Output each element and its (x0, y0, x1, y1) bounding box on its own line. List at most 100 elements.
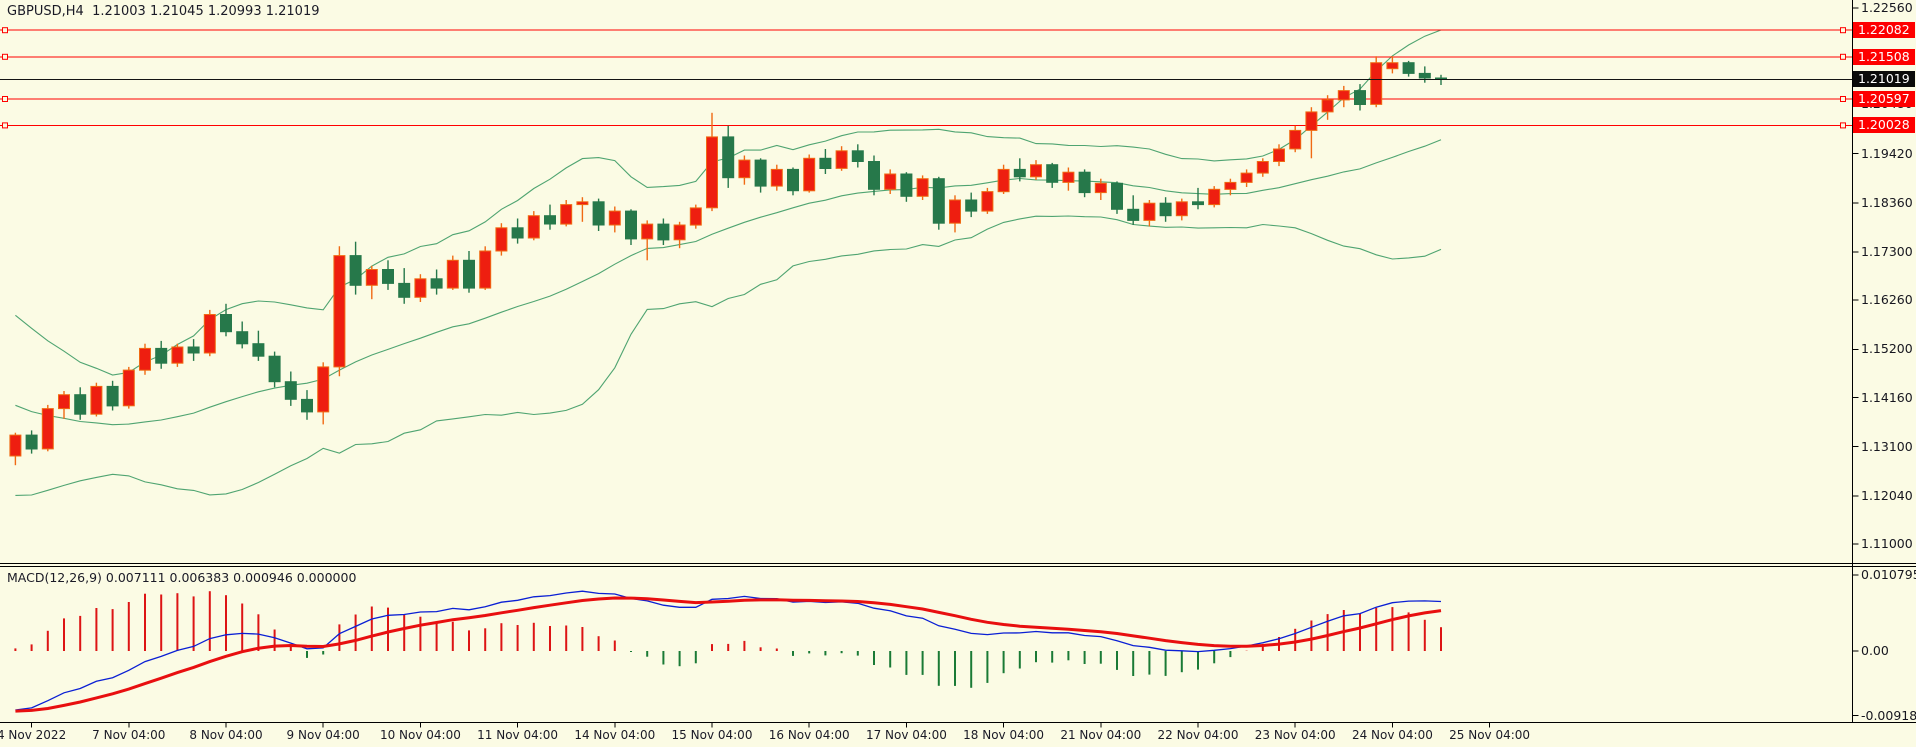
candle-body (495, 227, 508, 252)
candle-body (1370, 62, 1383, 105)
candle-body (268, 355, 281, 383)
candle-body (430, 278, 443, 289)
candle-body (738, 159, 751, 179)
candle-body (220, 314, 232, 333)
candle-body (754, 159, 767, 187)
candle-body (722, 136, 735, 179)
candle-body (41, 408, 54, 450)
ohlc-values: 1.21003 1.21045 1.20993 1.21019 (92, 4, 320, 19)
candle-body (1240, 172, 1253, 183)
level-line-right-anchor[interactable] (1840, 96, 1846, 102)
candle-body (576, 201, 589, 206)
level-line-left-anchor[interactable] (2, 96, 8, 102)
candle-body (349, 255, 362, 286)
candle-body (997, 168, 1010, 193)
candle-body (819, 157, 832, 170)
level-line-right-anchor[interactable] (1840, 122, 1846, 129)
candle-body (301, 398, 313, 413)
candle-body (365, 269, 378, 286)
candle-body (657, 223, 670, 241)
candle-body (1224, 181, 1237, 190)
candle-body (803, 157, 816, 192)
candle-body (787, 168, 799, 192)
candle-body (511, 227, 524, 239)
candle-body (625, 210, 637, 240)
candle-body (106, 385, 119, 407)
candle-body (463, 259, 475, 289)
candle-body (398, 282, 411, 298)
candle-body (835, 150, 848, 169)
candle-body (1289, 129, 1302, 150)
candle-body (414, 278, 427, 298)
candle-body (965, 199, 978, 212)
candle-body (90, 385, 103, 415)
candle-body (155, 347, 168, 364)
candle-body (9, 434, 22, 457)
candle-body (203, 314, 216, 354)
candle-body (770, 168, 783, 187)
candle-body (1078, 171, 1091, 194)
candle-body (139, 347, 151, 371)
bollinger-middle-line (15, 139, 1442, 426)
macd-signal-line (15, 596, 1442, 713)
candle-body (1013, 168, 1026, 178)
candle-body (706, 136, 718, 209)
candle-body (932, 178, 945, 224)
candle-body (1354, 90, 1366, 105)
candle-body (446, 259, 459, 289)
candle-body (1192, 201, 1204, 206)
candle-body (1321, 99, 1334, 113)
candle-body (1402, 62, 1415, 74)
candle-body (333, 255, 346, 368)
candle-body (916, 178, 929, 197)
candle-body (641, 223, 654, 240)
level-line-right-anchor[interactable] (1840, 27, 1846, 34)
candle-body (1305, 111, 1318, 131)
candle-body (58, 394, 70, 410)
candle-body (592, 201, 605, 226)
candle-body (608, 210, 621, 226)
bollinger-lower-line (15, 215, 1442, 496)
candle-body (981, 191, 994, 212)
candle-body (1175, 201, 1188, 217)
candle-body (527, 215, 540, 239)
symbol-period-label: GBPUSD,H4 (7, 4, 84, 19)
candle-body (1030, 164, 1042, 178)
candles-layer (9, 56, 1447, 466)
level-line-left-anchor[interactable] (2, 53, 8, 60)
candle-body (949, 199, 961, 224)
candle-body (1111, 182, 1123, 210)
macd-indicator-label: MACD(12,26,9) 0.007111 0.006383 0.000946… (7, 570, 357, 585)
candle-body (1208, 188, 1221, 206)
candle-body (1127, 208, 1140, 221)
chart-title: GBPUSD,H4 1.21003 1.21045 1.20993 1.2101… (7, 4, 320, 19)
candle-body (1062, 171, 1075, 183)
candle-body (1273, 148, 1285, 162)
candle-body (479, 250, 492, 289)
level-line-left-anchor[interactable] (2, 27, 8, 34)
candle-body (900, 173, 913, 197)
candle-body (1143, 202, 1156, 221)
candle-body (252, 343, 265, 357)
candle-body (689, 207, 702, 226)
candle-body (868, 161, 880, 190)
title-spacer (84, 4, 92, 19)
candle-body (317, 366, 330, 413)
candle-body (74, 394, 87, 415)
macd-layer (14, 590, 1442, 713)
candle-body (1094, 182, 1107, 194)
level-line-right-anchor[interactable] (1840, 53, 1846, 60)
candle-body (25, 434, 38, 450)
candle-body (544, 215, 556, 225)
candle-body (673, 224, 686, 241)
candle-body (1159, 202, 1172, 217)
candle-body (382, 269, 394, 284)
candle-body (171, 346, 184, 364)
macd-main-line (15, 590, 1442, 711)
candle-body (560, 204, 573, 225)
level-line-left-anchor[interactable] (2, 122, 8, 129)
candle-body (884, 173, 897, 190)
